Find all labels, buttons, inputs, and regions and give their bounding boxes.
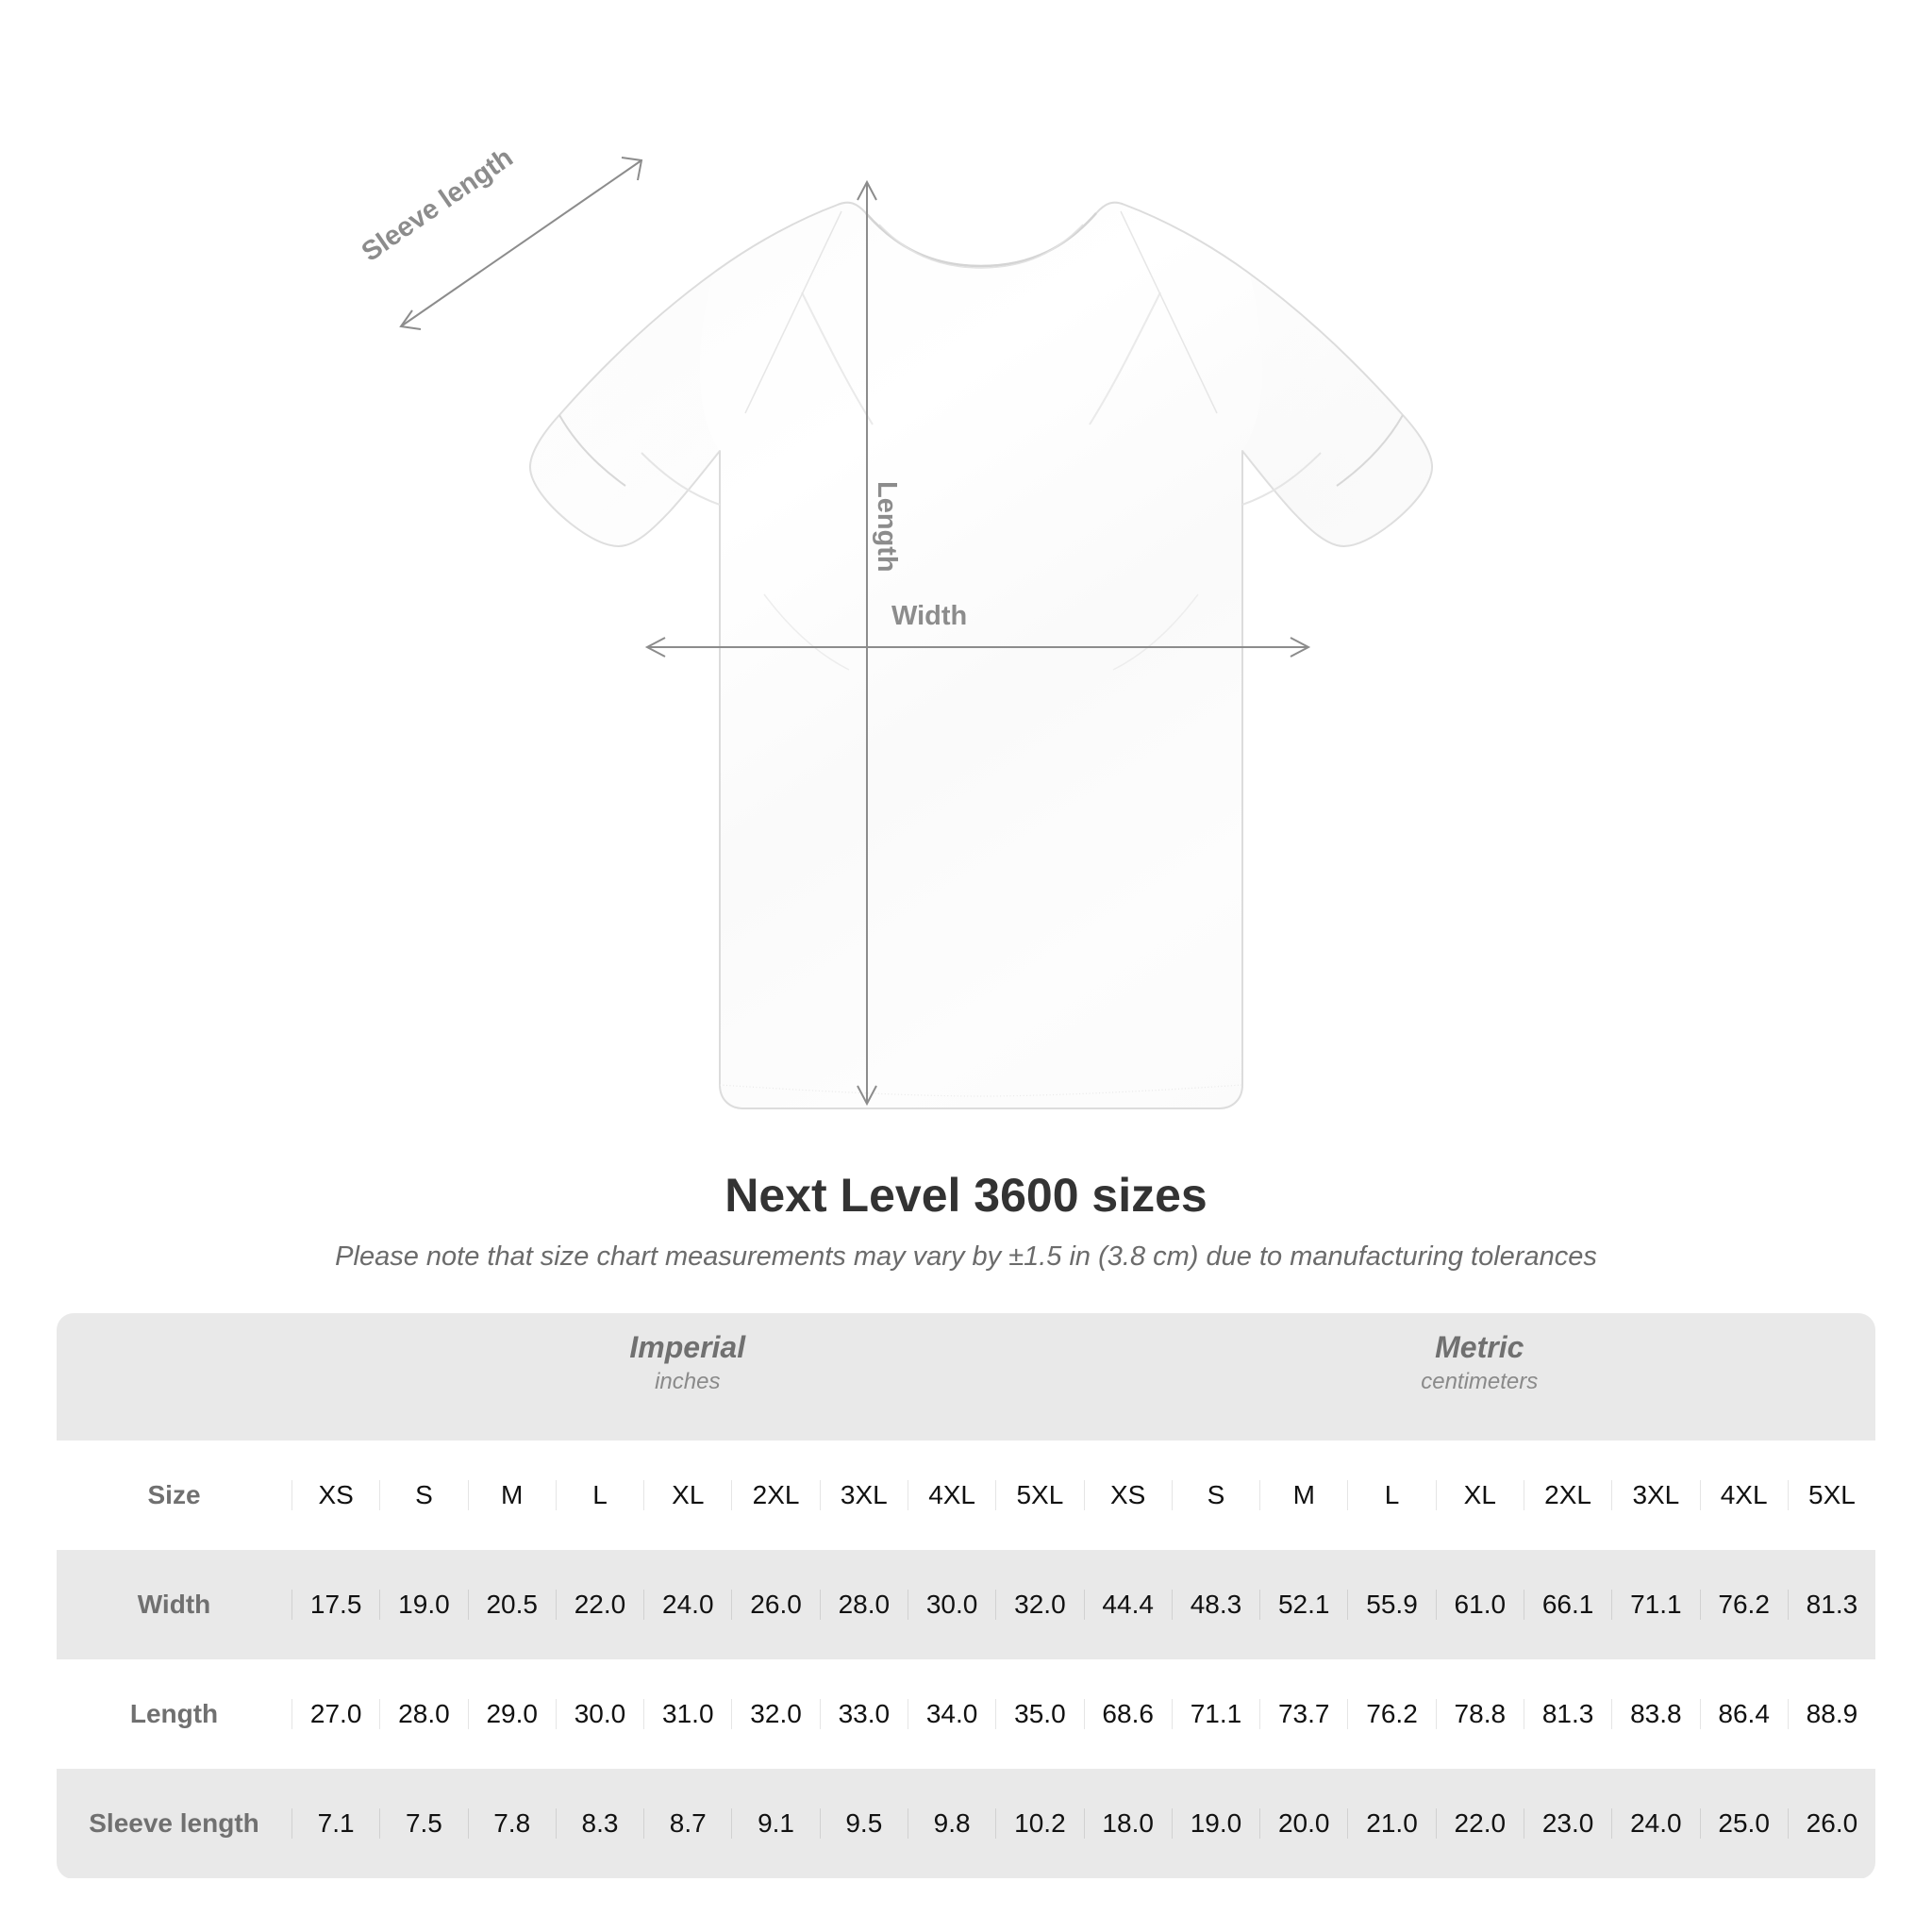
svg-text:Sleeve length: Sleeve length xyxy=(358,142,519,268)
svg-text:Width: Width xyxy=(891,601,967,631)
svg-text:Length: Length xyxy=(872,481,902,573)
